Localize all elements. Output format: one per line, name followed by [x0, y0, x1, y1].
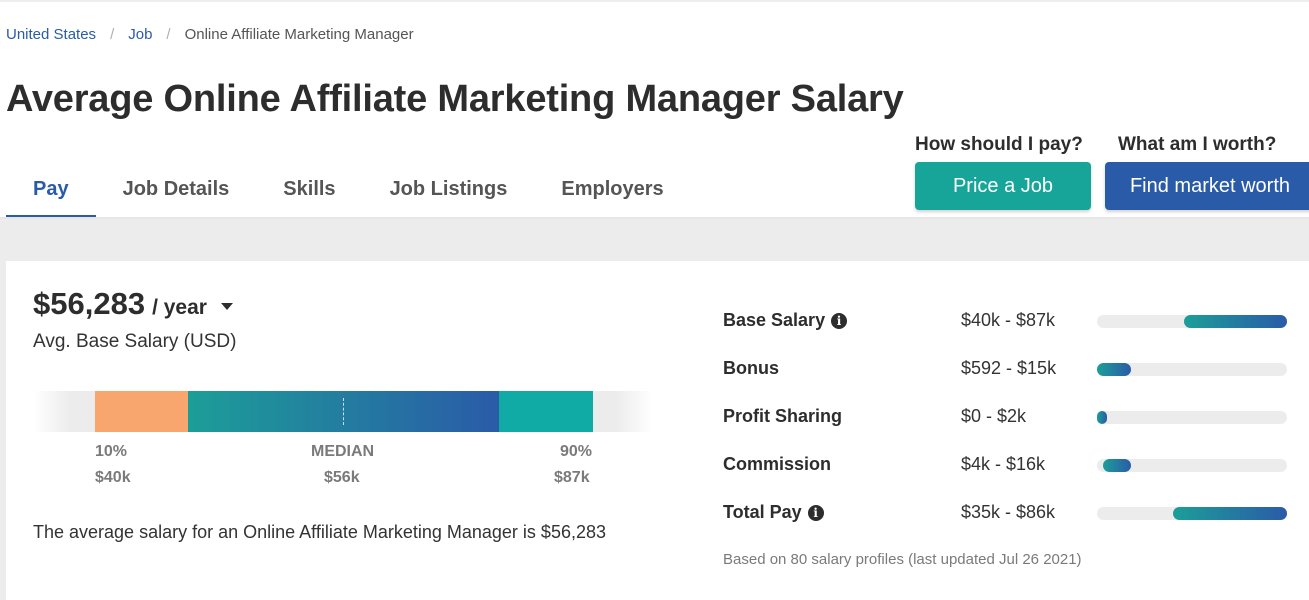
- breadcrumb-country-link[interactable]: United States: [6, 26, 97, 43]
- salary-caption: Avg. Base Salary (USD): [33, 331, 237, 352]
- breakdown-fill: [1184, 315, 1287, 328]
- info-icon[interactable]: i: [807, 504, 824, 521]
- worth-question-label: What am I worth?: [1118, 134, 1277, 155]
- breakdown-track: [1097, 363, 1287, 376]
- breakdown-range: $592 - $15k: [961, 358, 1057, 378]
- range-median-value: $56k: [324, 469, 360, 486]
- tab-pay[interactable]: Pay: [6, 164, 96, 218]
- salary-profiles-footnote: Based on 80 salary profiles (last update…: [723, 551, 1082, 568]
- breakdown-fill: [1097, 363, 1132, 376]
- breakdown-row: Profit Sharing $0 - $2k: [723, 406, 1293, 430]
- breakdown-label: Commission: [723, 454, 832, 474]
- price-a-job-button[interactable]: Price a Job: [915, 162, 1091, 210]
- breakdown-row: Commission $4k - $16k: [723, 454, 1293, 478]
- breadcrumb-current: Online Affiliate Marketing Manager: [184, 26, 414, 43]
- tab-skills[interactable]: Skills: [283, 178, 336, 200]
- price-question-label: How should I pay?: [915, 134, 1083, 155]
- breadcrumb-separator: /: [166, 26, 171, 43]
- breakdown-range: $4k - $16k: [961, 454, 1046, 474]
- breakdown-track: [1097, 411, 1287, 424]
- breakdown-fill: [1102, 459, 1132, 472]
- breakdown-row: Base Salary i $40k - $87k: [723, 310, 1293, 334]
- salary-range-bar: [33, 391, 653, 432]
- breadcrumb: United States / Job / Online Affiliate M…: [6, 26, 414, 43]
- tab-job-listings[interactable]: Job Listings: [389, 178, 508, 200]
- find-market-worth-button[interactable]: Find market worth: [1105, 162, 1309, 210]
- top-border: [0, 0, 1309, 2]
- breakdown-label: Total Pay: [723, 502, 802, 522]
- tab-employers[interactable]: Employers: [561, 178, 664, 200]
- breakdown-track: [1097, 315, 1287, 328]
- breakdown-range: $35k - $86k: [961, 502, 1056, 522]
- range-segment-low: [95, 391, 188, 432]
- range-median-label: MEDIAN: [311, 443, 375, 460]
- salary-amount: $56,283: [33, 286, 146, 321]
- breadcrumb-separator: /: [110, 26, 115, 43]
- breakdown-fill: [1173, 507, 1287, 520]
- breakdown-label: Base Salary: [723, 310, 826, 330]
- tab-bar: Pay Job Details Skills Job Listings Empl…: [6, 164, 691, 218]
- salary-headline: $56,283 / year: [33, 286, 233, 322]
- pay-period-dropdown[interactable]: / year: [152, 296, 207, 319]
- page-title: Average Online Affiliate Marketing Manag…: [6, 78, 904, 120]
- tabs-divider: [0, 217, 1309, 219]
- breakdown-label: Profit Sharing: [723, 406, 843, 426]
- breakdown-range: $40k - $87k: [961, 310, 1056, 330]
- breakdown-range: $0 - $2k: [961, 406, 1027, 426]
- info-icon[interactable]: i: [831, 312, 848, 329]
- average-salary-sentence: The average salary for an Online Affilia…: [33, 522, 606, 542]
- range-high-value: $87k: [554, 469, 590, 486]
- breakdown-track: [1097, 459, 1287, 472]
- tab-job-details[interactable]: Job Details: [122, 178, 230, 200]
- breakdown-fill: [1097, 411, 1107, 424]
- range-segment-high: [499, 391, 593, 432]
- caret-down-icon[interactable]: [220, 302, 233, 310]
- range-low-pct: 10%: [95, 443, 128, 460]
- breakdown-track: [1097, 507, 1287, 520]
- breakdown-label: Bonus: [723, 358, 779, 378]
- breadcrumb-job-link[interactable]: Job: [128, 26, 153, 43]
- range-low-value: $40k: [95, 469, 131, 486]
- breakdown-row: Bonus $592 - $15k: [723, 358, 1293, 382]
- breakdown-row: Total Pay i $35k - $86k: [723, 502, 1293, 526]
- range-high-pct: 90%: [560, 443, 593, 460]
- median-marker: [343, 398, 344, 425]
